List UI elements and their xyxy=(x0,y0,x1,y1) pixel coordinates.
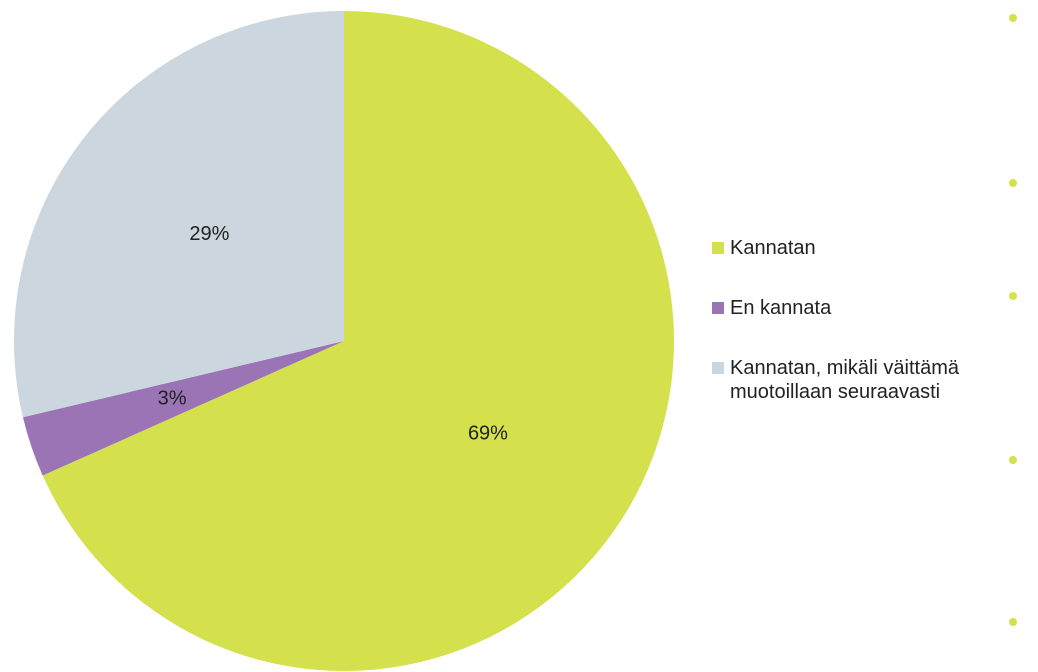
pie-slice xyxy=(13,11,344,418)
legend-item: En kannata xyxy=(712,296,1032,320)
legend-label: Kannatan xyxy=(730,237,816,259)
legend-swatch xyxy=(712,242,724,254)
pie-slice xyxy=(22,341,344,476)
data-label: 3% xyxy=(158,388,187,410)
legend-swatch xyxy=(712,362,724,374)
dot xyxy=(1009,292,1017,300)
dot xyxy=(1009,179,1017,187)
legend: Kannatan En kannata Kannatan, mikäli väitt… xyxy=(712,236,1032,440)
legend-label: En kannata xyxy=(730,297,832,319)
pie-slice xyxy=(42,11,675,671)
decoration xyxy=(1009,14,1017,626)
dot xyxy=(1009,618,1017,626)
legend-item: Kannatan, mikäli väittämä muotoillaan se… xyxy=(712,356,1032,404)
legend-item: Kannatan xyxy=(712,236,1032,260)
data-label: 69% xyxy=(468,423,508,445)
legend-label: Kannatan, mikäli väittämä muotoillaan se… xyxy=(730,357,960,403)
dot xyxy=(1009,456,1017,464)
legend-swatch xyxy=(712,302,724,314)
dot xyxy=(1009,14,1017,22)
data-label: 29% xyxy=(189,223,229,245)
